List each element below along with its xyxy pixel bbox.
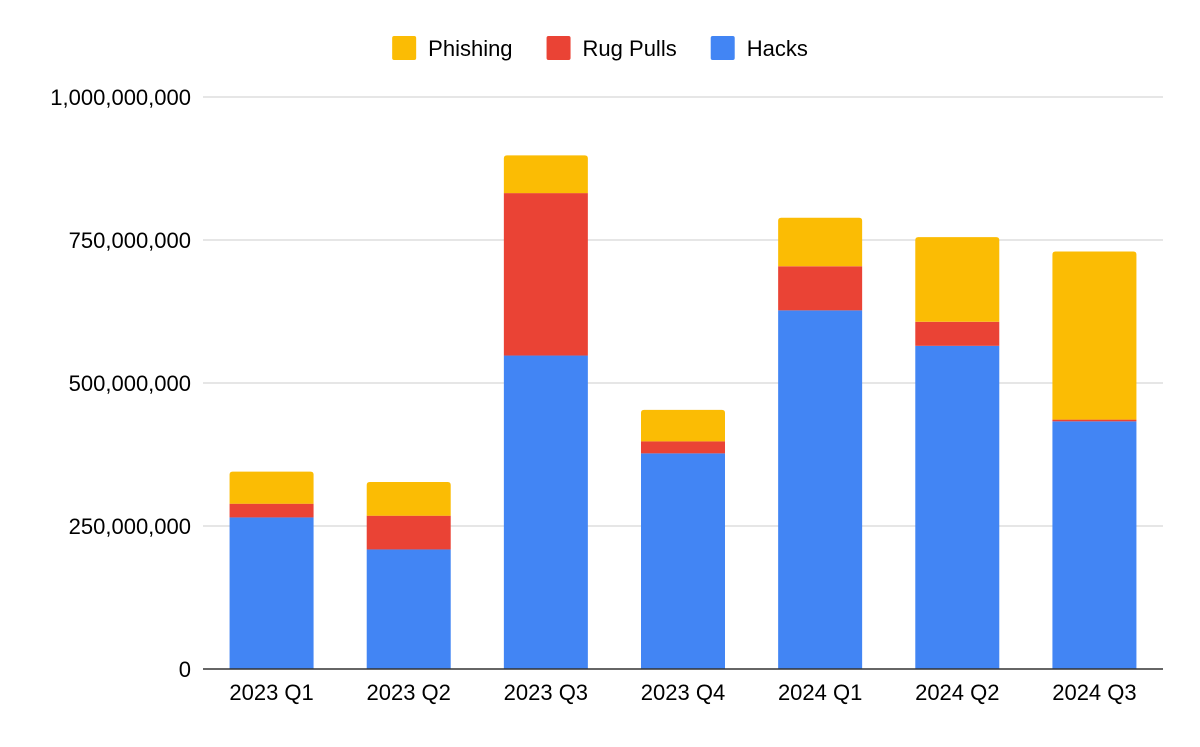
axes: 0 250,000,000 500,000,000 750,000,000 1,000,… <box>50 85 1163 705</box>
bar-rug-pulls-2024-q3 <box>1052 419 1137 422</box>
bar-hacks-2023-q2 <box>366 549 451 669</box>
legend-swatch-hacks <box>710 36 735 60</box>
legend-item-phishing: Phishing <box>392 36 513 61</box>
legend-swatch-phishing <box>392 36 417 60</box>
bar-hacks-2023-q1 <box>229 517 314 669</box>
legend: Phishing Rug Pulls Hacks <box>392 36 808 61</box>
x-tick-label-2024-q1: 2024 Q1 <box>778 680 862 705</box>
bar-hacks-2023-q3 <box>503 355 588 669</box>
y-tick-label: 250,000,000 <box>69 514 191 539</box>
y-tick-label: 750,000,000 <box>69 228 191 253</box>
bar-hacks-2024-q3 <box>1052 421 1137 669</box>
bar-phishing-2023-q4 <box>641 409 725 442</box>
y-tick-label: 0 <box>179 657 191 682</box>
bar-hacks-2024-q1 <box>778 310 863 669</box>
legend-swatch-rug-pulls <box>546 36 571 60</box>
legend-item-rug-pulls: Rug Pulls <box>546 36 677 61</box>
legend-item-hacks: Hacks <box>710 36 808 61</box>
bars <box>229 155 1137 669</box>
x-tick-label-2024-q2: 2024 Q2 <box>915 680 999 705</box>
x-tick-label-2023-q3: 2023 Q3 <box>504 680 588 705</box>
bar-phishing-2023-q1 <box>229 471 314 504</box>
bar-rug-pulls-2023-q2 <box>366 515 451 550</box>
bar-phishing-2024-q2 <box>915 237 1000 322</box>
bar-phishing-2023-q3 <box>503 155 588 194</box>
legend-label-rug-pulls: Rug Pulls <box>583 36 677 61</box>
bar-rug-pulls-2023-q3 <box>503 193 588 356</box>
bar-phishing-2024-q1 <box>778 217 863 267</box>
x-tick-label-2023-q1: 2023 Q1 <box>229 680 313 705</box>
bar-hacks-2024-q2 <box>915 345 1000 669</box>
legend-label-phishing: Phishing <box>428 36 512 61</box>
x-tick-label-2024-q3: 2024 Q3 <box>1052 680 1136 705</box>
bar-rug-pulls-2023-q4 <box>641 441 725 454</box>
bar-hacks-2023-q4 <box>641 453 725 669</box>
y-tick-label: 1,000,000,000 <box>50 85 191 110</box>
y-tick-label: 500,000,000 <box>69 371 191 396</box>
legend-label-hacks: Hacks <box>747 36 808 61</box>
x-tick-label-2023-q4: 2023 Q4 <box>641 680 725 705</box>
bar-phishing-2023-q2 <box>366 481 451 516</box>
bar-rug-pulls-2023-q1 <box>229 503 314 518</box>
x-tick-label-2023-q2: 2023 Q2 <box>367 680 451 705</box>
bar-rug-pulls-2024-q2 <box>915 321 1000 346</box>
bar-rug-pulls-2024-q1 <box>778 266 863 311</box>
bar-phishing-2024-q3 <box>1052 251 1137 420</box>
